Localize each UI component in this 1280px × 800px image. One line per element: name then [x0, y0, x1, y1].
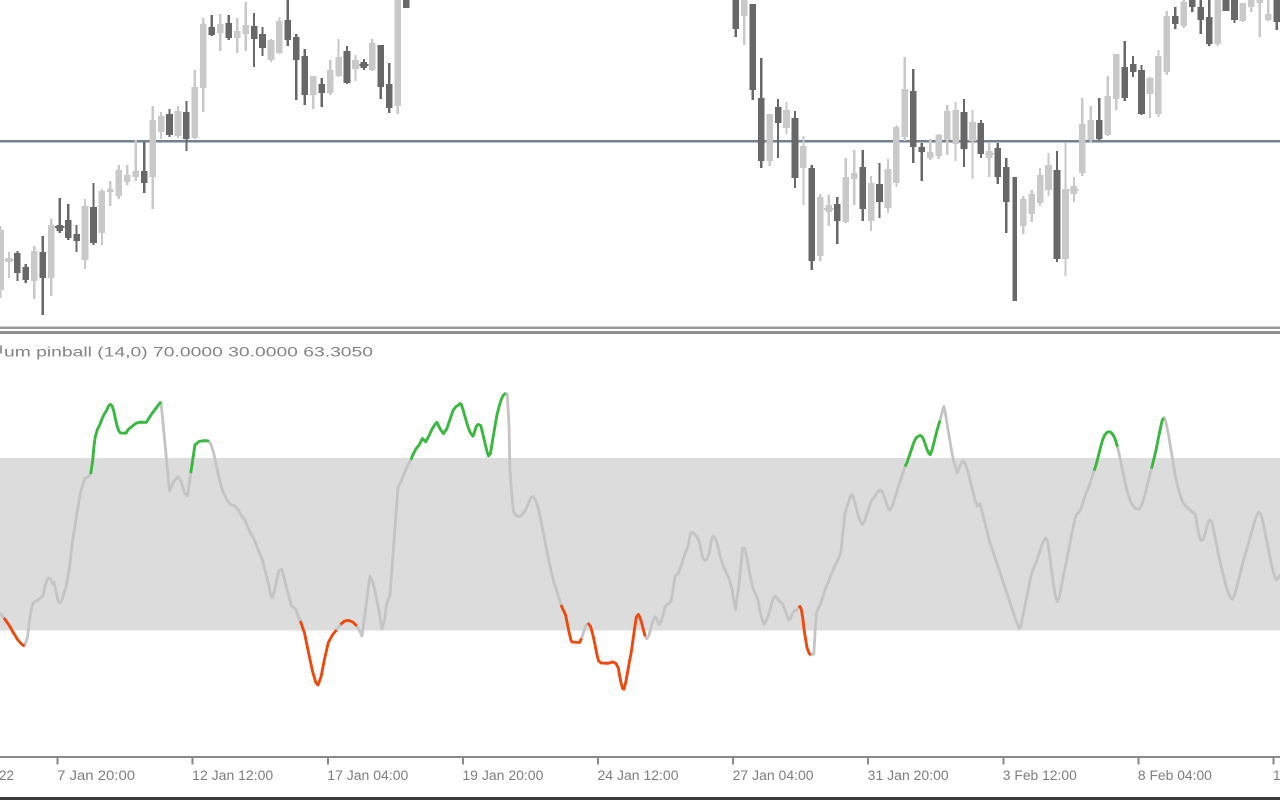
- svg-text:7 Jan 20:00: 7 Jan 20:00: [57, 768, 135, 783]
- svg-text:27 Jan 04:00: 27 Jan 04:00: [733, 768, 814, 783]
- svg-text:22: 22: [0, 768, 14, 783]
- svg-text:17 Jan 04:00: 17 Jan 04:00: [327, 768, 408, 783]
- svg-text:3 Feb 12:00: 3 Feb 12:00: [1003, 768, 1077, 783]
- svg-text:12 Jan 12:00: 12 Jan 12:00: [192, 768, 273, 783]
- svg-text:31 Jan 20:00: 31 Jan 20:00: [868, 768, 949, 783]
- svg-text:8 Feb 04:00: 8 Feb 04:00: [1138, 768, 1212, 783]
- svg-text:19 Jan 20:00: 19 Jan 20:00: [462, 768, 543, 783]
- svg-text:um pinball (14,0) 70.0000 30.0: um pinball (14,0) 70.0000 30.0000 63.305…: [4, 344, 373, 360]
- svg-text:24 Jan 12:00: 24 Jan 12:00: [598, 768, 679, 783]
- svg-text:1: 1: [1273, 768, 1280, 783]
